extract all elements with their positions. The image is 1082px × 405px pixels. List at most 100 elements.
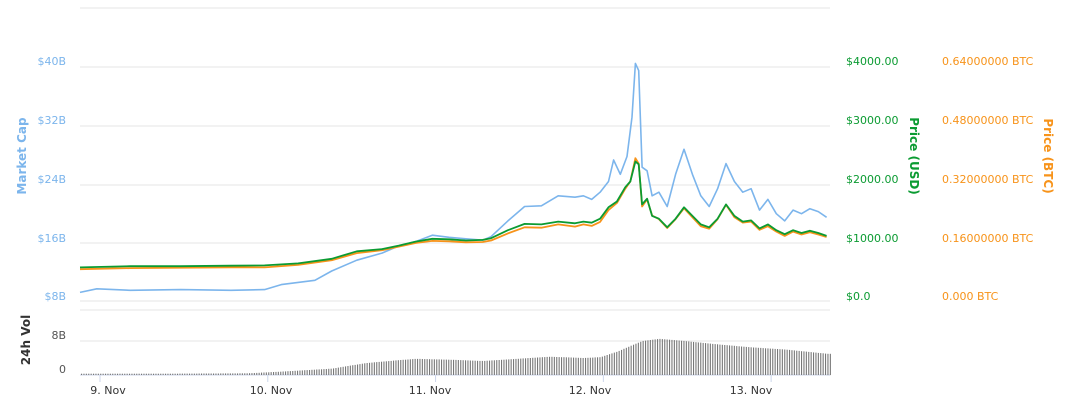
volume-bar <box>647 340 649 375</box>
volume-bar <box>397 360 399 375</box>
volume-bar <box>294 370 296 375</box>
volume-bar <box>335 368 337 375</box>
volume-bar <box>580 357 582 375</box>
volume-bar <box>414 358 416 375</box>
btc-tick-016: 0.16000000 BTC <box>942 232 1034 245</box>
volume-bar <box>796 350 798 375</box>
volume-bar <box>114 373 116 375</box>
volume-bar <box>556 357 558 375</box>
volume-bar <box>515 358 517 375</box>
volume-bar <box>265 372 267 375</box>
volume-bar <box>714 344 716 375</box>
vol-tick-0: 0 <box>59 363 66 376</box>
grid-lines <box>80 7 830 382</box>
volume-bar <box>659 338 661 375</box>
volume-bar <box>551 356 553 375</box>
volume-bar <box>237 373 239 375</box>
volume-bar <box>174 373 176 375</box>
volume-bar <box>208 373 210 375</box>
volume-bar <box>705 343 707 375</box>
volume-bar <box>129 373 131 375</box>
volume-bar <box>618 350 620 375</box>
volume-bar <box>597 357 599 375</box>
volume-bar <box>731 345 733 375</box>
volume-bar <box>165 373 167 375</box>
volume-bar <box>328 368 330 375</box>
volume-bars <box>81 338 831 376</box>
usd-tick-4000: $4000.00 <box>846 55 899 68</box>
volume-bar <box>124 373 126 375</box>
volume-bar <box>261 372 263 375</box>
volume-bar <box>225 373 227 375</box>
volume-bar <box>189 373 191 375</box>
volume-bar <box>808 351 810 375</box>
volume-bar <box>186 373 188 375</box>
mc-tick-40b: $40B <box>37 55 66 68</box>
volume-bar <box>750 347 752 375</box>
volume-bar <box>431 359 433 375</box>
volume-bar <box>743 346 745 375</box>
volume-bar <box>481 360 483 375</box>
volume-bar <box>417 358 419 375</box>
volume-bar <box>645 340 647 375</box>
volume-bar <box>448 359 450 375</box>
x-tick-10-nov: 10. Nov <box>250 384 293 397</box>
volume-bar <box>292 371 294 375</box>
volume-bar <box>769 348 771 375</box>
volume-bar <box>676 340 678 375</box>
volume-bar <box>525 358 527 375</box>
btc-tick-064: 0.64000000 BTC <box>942 55 1034 68</box>
volume-bar <box>541 357 543 375</box>
volume-bar <box>738 346 740 375</box>
volume-bar <box>760 347 762 375</box>
volume-bar <box>239 373 241 375</box>
mc-tick-8b: $8B <box>44 290 66 303</box>
volume-bar <box>757 347 759 375</box>
x-tick-13-nov: 13. Nov <box>730 384 773 397</box>
volume-bar <box>381 361 383 375</box>
x-tick-11-nov: 11. Nov <box>409 384 452 397</box>
volume-bar <box>333 368 335 375</box>
volume-bar <box>455 359 457 375</box>
volume-bar <box>433 359 435 375</box>
volume-bar <box>695 342 697 375</box>
volume-bar <box>412 359 414 375</box>
volume-bar <box>657 339 659 375</box>
volume-bar <box>405 359 407 375</box>
volume-bar <box>544 357 546 375</box>
volume-bar <box>184 373 186 375</box>
x-tick-9-nov: 9. Nov <box>90 384 126 397</box>
price-btc-line <box>79 157 827 271</box>
volume-bar <box>311 369 313 375</box>
volume-bar <box>155 373 157 375</box>
volume-bar <box>805 351 807 375</box>
volume-bar <box>359 364 361 375</box>
volume-bar <box>549 356 551 375</box>
volume-bar <box>395 360 397 375</box>
volume-bar <box>229 373 231 375</box>
usd-tick-3000: $3000.00 <box>846 114 899 127</box>
volume-bar <box>100 373 102 375</box>
price-usd-axis-title: Price (USD) <box>907 117 921 195</box>
volume-bar <box>779 349 781 375</box>
btc-tick-048: 0.48000000 BTC <box>942 114 1034 127</box>
volume-bar <box>621 349 623 375</box>
volume-bar <box>441 359 443 375</box>
volume-bar <box>330 368 332 375</box>
volume-bar <box>587 357 589 375</box>
volume-bar <box>630 345 632 375</box>
volume-bar <box>561 357 563 375</box>
volume-bar <box>150 373 152 375</box>
volume-bar <box>534 357 536 375</box>
volume-bar <box>191 373 193 375</box>
volume-bar <box>373 362 375 375</box>
x-tick-12-nov: 12. Nov <box>569 384 612 397</box>
volume-bar <box>793 350 795 375</box>
volume-bar <box>117 373 119 375</box>
volume-bar <box>546 356 548 375</box>
volume-bar <box>582 358 584 375</box>
price-btc-axis-title: Price (BTC) <box>1041 118 1055 193</box>
volume-bar <box>625 347 627 375</box>
volume-bar <box>599 357 601 375</box>
market-cap-axis: $40B $32B $24B $16B $8B Market Cap <box>15 55 66 303</box>
